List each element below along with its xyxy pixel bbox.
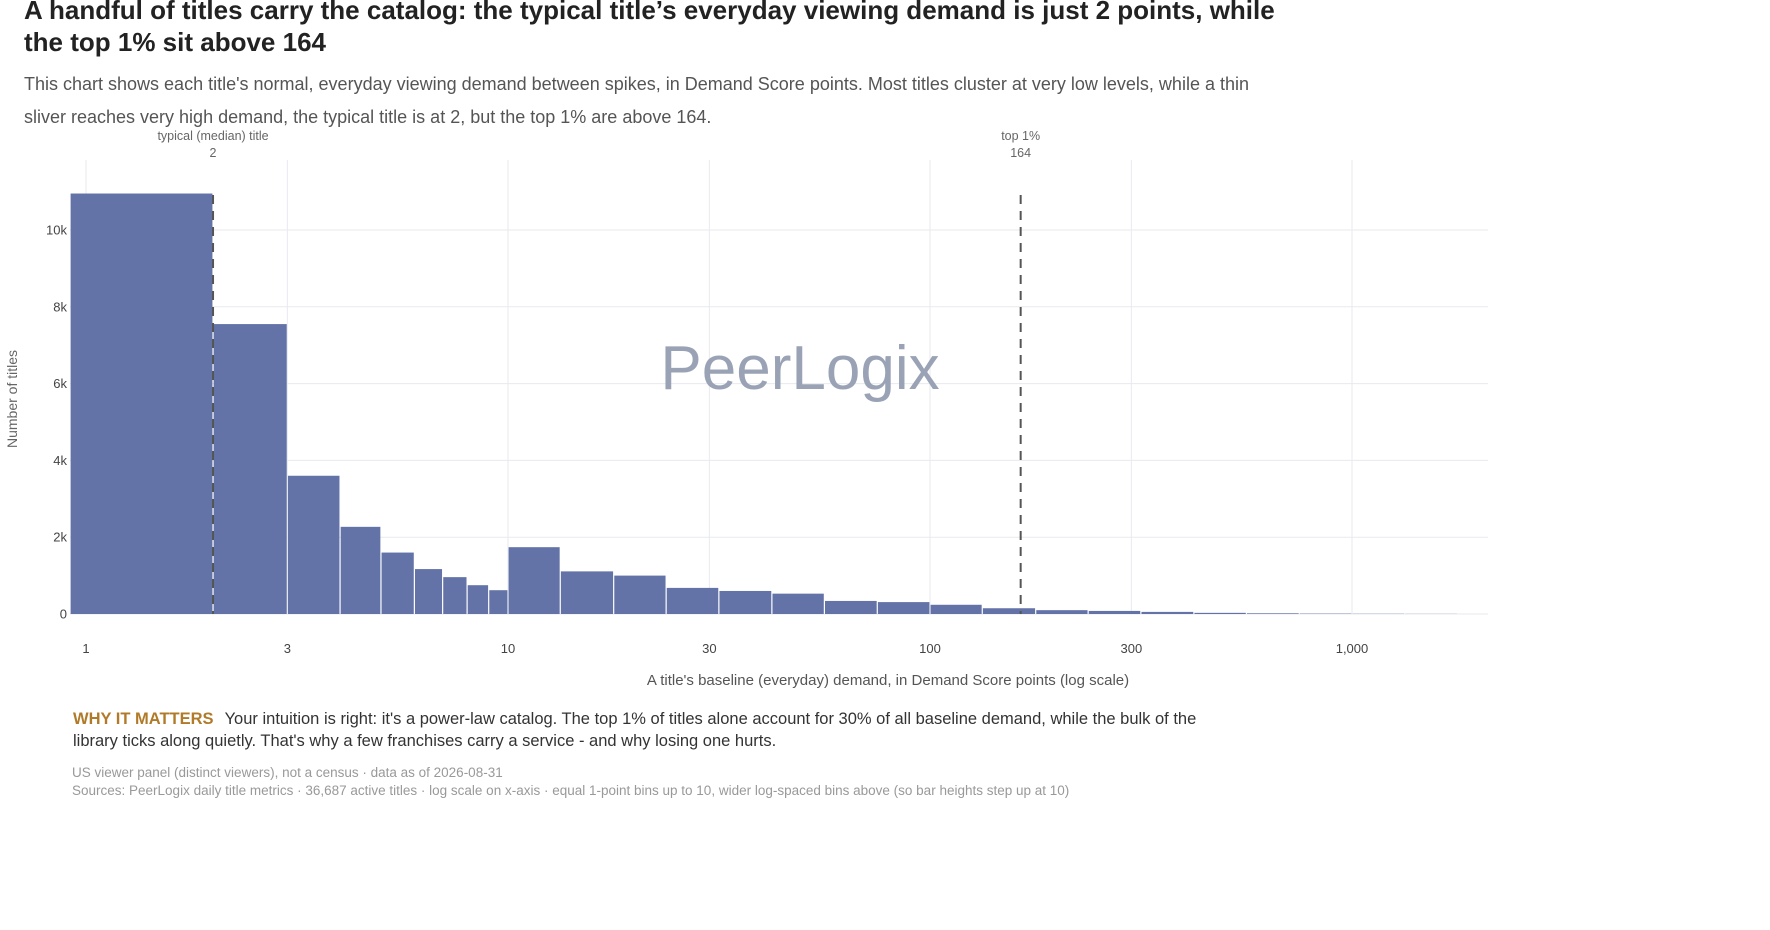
y-tick-label: 10k	[46, 223, 67, 238]
histogram-bar	[1194, 612, 1246, 614]
x-tick-label: 30	[702, 641, 716, 656]
x-tick-label: 100	[919, 641, 941, 656]
y-tick-label: 6k	[53, 376, 67, 391]
callout-label: WHY IT MATTERS	[73, 710, 214, 728]
histogram-bar	[982, 608, 1036, 614]
histogram-bar	[467, 585, 489, 614]
y-tick-label: 0	[60, 607, 67, 622]
x-tick-label: 3	[284, 641, 291, 656]
histogram-bar	[287, 475, 340, 614]
peerlogix-watermark: PeerLogix	[660, 334, 939, 403]
y-tick-label: 2k	[53, 530, 67, 545]
histogram-bar	[719, 590, 772, 614]
histogram-bar	[340, 526, 381, 614]
reference-lines-layer: typical (median) title 2 top 1% 164	[157, 129, 1040, 614]
y-axis-ticks: 0 2k 4k 6k 8k 10k	[46, 223, 67, 622]
y-axis-title: Number of titles	[4, 350, 20, 448]
histogram-bar	[213, 324, 287, 614]
histogram-bar	[824, 600, 877, 614]
x-tick-label: 1	[82, 641, 89, 656]
callout-text: Your intuition is right: it's a power-la…	[73, 710, 1197, 750]
reference-line-label: top 1%	[1001, 129, 1040, 143]
histogram-chart: PeerLogix typical (median) title 2 top 1% 1…	[4, 129, 1488, 689]
footer-note-sources: Sources: PeerLogix daily title metrics ·…	[72, 783, 1070, 798]
why-it-matters-callout: WHY IT MATTERS Your intuition is right: i…	[73, 708, 1233, 752]
x-tick-label: 300	[1120, 641, 1142, 656]
y-tick-label: 8k	[53, 299, 67, 314]
histogram-bar	[414, 569, 443, 614]
x-axis-title: A title's baseline (everyday) demand, in…	[647, 672, 1129, 689]
x-tick-label: 10	[501, 641, 515, 656]
histogram-bar	[666, 587, 719, 614]
histogram-bar	[443, 577, 467, 614]
histogram-bar	[381, 552, 414, 614]
histogram-bar	[1141, 611, 1194, 614]
histogram-bar	[508, 547, 560, 614]
chart-subtitle: This chart shows each title's normal, ev…	[24, 74, 1249, 127]
x-tick-label: 1,000	[1336, 641, 1369, 656]
histogram-bar	[614, 575, 666, 614]
reference-line-value: 164	[1010, 146, 1031, 160]
histogram-bar	[1036, 610, 1088, 614]
histogram-bar	[930, 604, 982, 614]
chart-title: A handful of titles carry the catalog: t…	[24, 0, 1275, 57]
histogram-bar	[877, 602, 930, 614]
histogram-bar	[1246, 613, 1299, 614]
histogram-bar	[1088, 610, 1141, 614]
y-tick-label: 4k	[53, 453, 67, 468]
reference-line-value: 2	[210, 146, 217, 160]
histogram-bar	[772, 593, 824, 614]
histogram-bar	[560, 571, 614, 614]
bars-layer	[70, 193, 1457, 614]
histogram-bar	[70, 193, 213, 614]
histogram-bar	[489, 590, 508, 614]
footer-note-panel: US viewer panel (distinct viewers), not …	[72, 765, 503, 780]
x-axis-ticks: 1 3 10 30 100 300 1,000	[82, 641, 1368, 656]
reference-line-label: typical (median) title	[157, 129, 268, 143]
